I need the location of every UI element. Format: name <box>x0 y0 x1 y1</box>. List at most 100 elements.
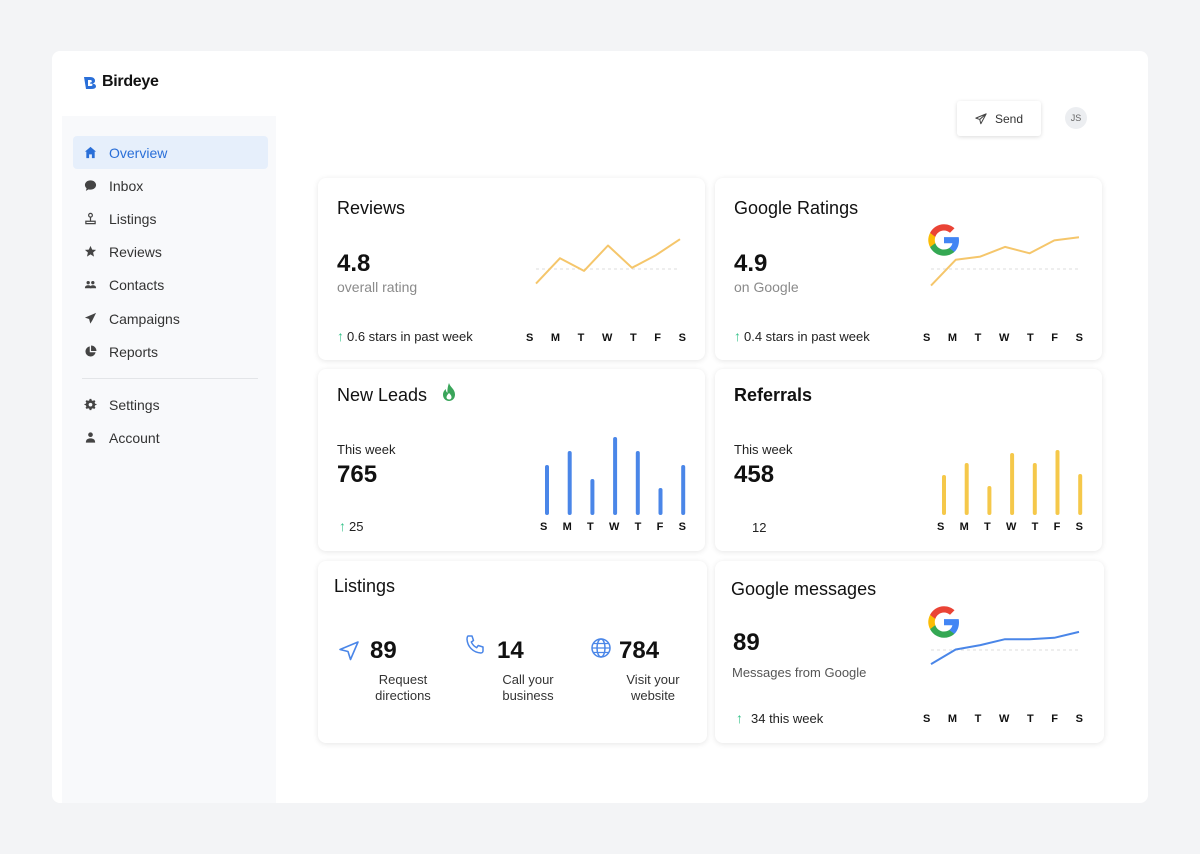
weekday-label: S <box>1075 713 1083 725</box>
new-leads-value: 765 <box>337 461 378 488</box>
google-messages-card[interactable]: Google messages 89 Messages from Google … <box>715 561 1104 743</box>
weekday-label: W <box>601 332 613 344</box>
weekday-label: W <box>609 521 620 533</box>
weekday-label: T <box>629 332 637 344</box>
nav-item-settings[interactable]: Settings <box>73 388 268 421</box>
pie-icon <box>83 345 97 359</box>
google-logo-icon <box>928 224 959 256</box>
weekday-label: S <box>1075 332 1083 344</box>
website-label: Visit your website <box>613 672 693 704</box>
directions-value: 89 <box>370 637 397 664</box>
globe-icon <box>591 638 611 658</box>
weekday-label: T <box>587 521 594 533</box>
referrals-value: 458 <box>734 461 775 488</box>
google-logo-icon <box>928 606 959 638</box>
bar <box>545 465 549 515</box>
reviews-caption: overall rating <box>337 279 418 295</box>
nav-item-inbox[interactable]: Inbox <box>73 169 268 202</box>
series-line <box>930 630 1080 665</box>
bar <box>942 475 946 515</box>
bar <box>1032 463 1037 515</box>
trend-text: 25 <box>349 518 364 534</box>
brand-logo[interactable]: Birdeye <box>82 73 159 91</box>
send-button[interactable]: Send <box>957 101 1041 136</box>
avatar[interactable]: JS <box>1065 107 1087 129</box>
flame-icon <box>443 383 455 401</box>
nav-item-reviews[interactable]: Reviews <box>73 235 268 268</box>
home-icon <box>83 146 97 160</box>
nav-item-reports[interactable]: Reports <box>73 335 268 368</box>
gear-icon <box>83 398 97 412</box>
weekday-label: W <box>998 332 1010 344</box>
label-line: business <box>502 688 554 703</box>
label-line: Call your <box>502 672 554 687</box>
weekday-label: F <box>1051 332 1058 344</box>
weekday-label: S <box>678 332 686 344</box>
bar <box>635 451 640 515</box>
weekday-label: T <box>974 332 982 344</box>
nav-item-contacts[interactable]: Contacts <box>73 268 268 301</box>
new-leads-card[interactable]: New Leads This week 765 ↑ 25 S M T W T F S <box>318 369 705 551</box>
reviews-card[interactable]: Reviews 4.8 overall rating ↑ 0.6 stars i… <box>318 178 705 360</box>
people-icon <box>83 278 97 292</box>
sidebar: Overview Inbox Listings Reviews Contacts… <box>62 116 276 803</box>
nav-label: Overview <box>109 144 168 161</box>
nav-label: Campaigns <box>109 310 180 327</box>
nav-label: Account <box>109 429 160 446</box>
referrals-card[interactable]: Referrals This week 458 12 S M T W T F S <box>715 369 1102 551</box>
label-line: website <box>630 688 676 703</box>
weekday-label: S <box>937 521 945 533</box>
weekday-label: S <box>1075 521 1083 533</box>
card-title: Google messages <box>731 579 877 599</box>
listings-card[interactable]: Listings 89 Request directions 14 Call y… <box>318 561 707 743</box>
nav-label: Reports <box>109 343 159 360</box>
card-title: Listings <box>334 576 396 596</box>
trend-up-icon: ↑ <box>339 518 346 534</box>
calls-label: Call your business <box>488 672 568 704</box>
nav-item-overview[interactable]: Overview <box>73 136 268 169</box>
bar <box>1010 453 1015 515</box>
google-ratings-value: 4.9 <box>734 250 768 277</box>
phone-icon <box>466 635 484 654</box>
trend-text: 0.4 stars in past week <box>744 328 870 344</box>
bar <box>613 437 618 515</box>
card-title: New Leads <box>337 385 428 405</box>
nav-label: Inbox <box>109 177 144 194</box>
weekday-label: S <box>923 332 931 344</box>
google-ratings-trend: ↑ 0.4 stars in past week <box>734 328 870 344</box>
weekday-label: T <box>1026 713 1034 725</box>
nav-item-listings[interactable]: Listings <box>73 202 268 235</box>
nav-item-account[interactable]: Account <box>73 421 268 454</box>
google-ratings-card[interactable]: Google Ratings 4.9 on Google ↑ 0.4 stars… <box>715 178 1102 360</box>
weekday-label: M <box>947 713 958 725</box>
new-leads-bar-chart <box>545 437 686 515</box>
weekday-label: F <box>1051 713 1058 725</box>
week-label: This week <box>734 442 793 457</box>
website-value: 784 <box>619 637 660 664</box>
trend-up-icon: ↑ <box>337 328 344 344</box>
referrals-bar-chart <box>942 450 1083 515</box>
send-label: Send <box>994 111 1024 126</box>
reviews-value: 4.8 <box>337 250 371 277</box>
card-title: Referrals <box>734 385 813 405</box>
weekday-label: M <box>550 332 561 344</box>
trend-text: 0.6 stars in past week <box>347 328 473 344</box>
send-icon <box>83 312 97 326</box>
bar <box>987 486 992 515</box>
label-line: Request <box>378 672 428 687</box>
bar <box>1055 450 1060 515</box>
weekday-label: S <box>526 332 534 344</box>
series-line <box>930 236 1080 287</box>
series-line <box>535 238 681 285</box>
trend-up-icon: ↑ <box>736 710 743 726</box>
nav-label: Reviews <box>109 243 162 260</box>
new-leads-trend: ↑ 25 <box>339 518 363 534</box>
weekday-label: M <box>947 332 958 344</box>
weekday-label: W <box>1006 521 1017 533</box>
reviews-trend: ↑ 0.6 stars in past week <box>337 328 473 344</box>
nav-item-campaigns[interactable]: Campaigns <box>73 302 268 335</box>
card-title: Reviews <box>337 198 406 218</box>
referrals-trend: 12 <box>752 520 767 535</box>
